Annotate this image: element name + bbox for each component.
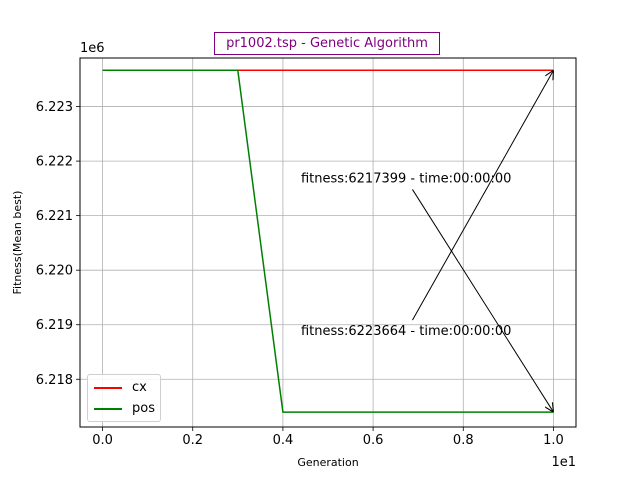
plot-frame (79, 57, 577, 428)
axis-ticks: 0.0 0.2 0.4 0.6 0.8 1.0 6.218 6.219 6.220 6.221 6.… (36, 100, 564, 448)
x-tick-label: 1.0 (543, 433, 564, 448)
legend: cx pos (87, 374, 161, 422)
legend-item-pos: pos (94, 401, 155, 416)
y-tick-label: 6.221 (36, 209, 73, 224)
series-lines (102, 69, 554, 413)
grid-lines (80, 58, 576, 427)
y-axis-label: Fitness(Mean best) (11, 191, 24, 295)
y-tick-label: 6.218 (36, 373, 73, 388)
y-axis-offset-text: 1e6 (80, 41, 105, 56)
y-tick-label: 6.219 (36, 318, 73, 333)
chart-title-text: pr1002.tsp - Genetic Algorithm (226, 36, 428, 51)
annotation-arrow (412, 189, 553, 412)
chart-title: pr1002.tsp - Genetic Algorithm (214, 32, 440, 55)
x-tick-label: 0.6 (363, 433, 384, 448)
x-tick-label: 0.4 (273, 433, 294, 448)
annotations: fitness:6217399 - time:00:00:00 fitness:6… (301, 70, 554, 412)
legend-label-pos: pos (132, 401, 155, 416)
annotation-arrow (412, 70, 553, 321)
y-tick-label: 6.220 (36, 264, 73, 279)
annotation-text: fitness:6223664 - time:00:00:00 (301, 324, 511, 339)
x-axis-offset-text: 1e1 (551, 455, 576, 470)
x-tick-label: 0.8 (453, 433, 474, 448)
x-tick-label: 0.2 (182, 433, 203, 448)
y-tick-label: 6.222 (36, 155, 73, 170)
y-tick-label: 6.223 (36, 100, 73, 115)
x-tick-label: 0.0 (92, 433, 113, 448)
legend-swatch-cx (94, 386, 122, 389)
legend-item-cx: cx (94, 380, 147, 395)
legend-swatch-pos (94, 407, 122, 410)
legend-label-cx: cx (132, 380, 147, 395)
x-axis-label: Generation (297, 456, 358, 469)
series-line-pos (102, 69, 554, 413)
annotation-text: fitness:6217399 - time:00:00:00 (301, 171, 511, 186)
